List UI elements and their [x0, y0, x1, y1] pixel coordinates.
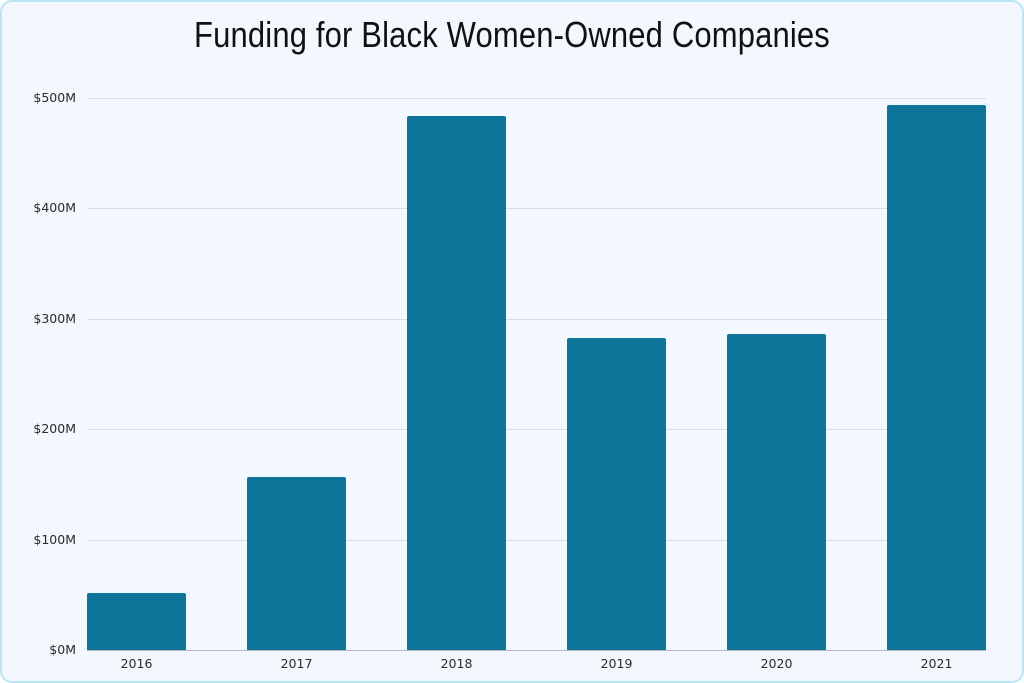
x-tick-label: 2021: [920, 656, 953, 671]
x-tick-label: 2018: [440, 656, 473, 671]
bar-2020: [727, 334, 826, 650]
x-tick-label: 2016: [120, 656, 153, 671]
y-tick-label: $400M: [33, 200, 76, 215]
x-tick-label: 2020: [760, 656, 793, 671]
bar-2021: [887, 105, 986, 650]
bar-2018: [407, 116, 506, 650]
gridline: [87, 319, 986, 320]
gridline: [87, 540, 986, 541]
y-tick-label: $300M: [33, 311, 76, 326]
bar-2019: [567, 338, 666, 650]
x-axis-line: [87, 650, 986, 651]
y-tick-label: $100M: [33, 532, 76, 547]
x-tick-label: 2019: [600, 656, 633, 671]
chart-title: Funding for Black Women-Owned Companies: [194, 14, 830, 55]
gridline: [87, 98, 986, 99]
bar-2016: [87, 593, 186, 650]
y-tick-label: $200M: [33, 421, 76, 436]
gridline: [87, 429, 986, 430]
y-tick-label: $0M: [49, 642, 76, 657]
gridline: [87, 208, 986, 209]
x-tick-label: 2017: [280, 656, 313, 671]
y-tick-label: $500M: [33, 90, 76, 105]
bar-2017: [247, 477, 346, 650]
